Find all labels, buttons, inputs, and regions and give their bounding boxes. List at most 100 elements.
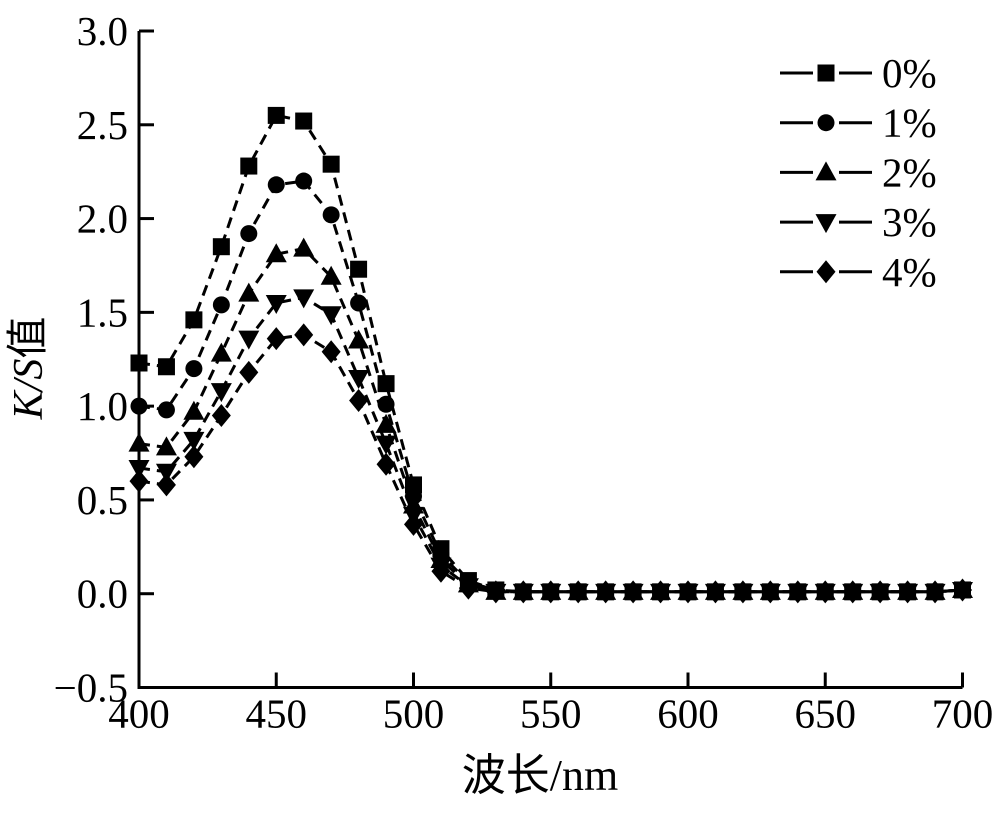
legend-label: 4% bbox=[882, 249, 937, 295]
triangle-down-legend-marker bbox=[815, 214, 837, 234]
x-tick-label: 400 bbox=[108, 691, 170, 737]
triangle-up-marker bbox=[128, 432, 150, 452]
circle-marker bbox=[267, 176, 285, 194]
y-axis-label: K/S值 bbox=[6, 317, 52, 421]
legend-label: 2% bbox=[882, 149, 937, 195]
diamond-marker bbox=[568, 580, 588, 604]
square-marker bbox=[350, 260, 368, 278]
diamond-marker bbox=[458, 576, 478, 600]
diamond-marker bbox=[788, 580, 808, 604]
triangle-up-marker bbox=[320, 265, 342, 285]
triangle-down-marker bbox=[183, 431, 205, 451]
triangle-down-marker bbox=[320, 306, 342, 326]
triangle-up-legend-marker bbox=[815, 161, 837, 181]
y-tick-label: 0.5 bbox=[77, 477, 128, 523]
triangle-down-marker bbox=[210, 383, 232, 403]
square-marker bbox=[157, 358, 175, 376]
y-axis: −0.5 0.0 0.5 1.0 1.5 2.0 2.5 3.0 bbox=[54, 8, 154, 711]
diamond-marker bbox=[266, 327, 286, 351]
diamond-marker bbox=[651, 580, 671, 604]
triangle-down-marker bbox=[348, 370, 370, 390]
legend-entry-3%: 3% bbox=[780, 199, 937, 245]
circle-legend-marker bbox=[817, 114, 835, 132]
diamond-marker bbox=[541, 580, 561, 604]
y-tick-label: 2.0 bbox=[77, 196, 128, 242]
diamond-marker bbox=[184, 445, 204, 469]
diamond-marker bbox=[925, 580, 945, 604]
diamond-marker bbox=[513, 580, 533, 604]
square-marker bbox=[185, 311, 203, 329]
triangle-down-marker bbox=[238, 330, 260, 350]
triangle-down-marker bbox=[265, 294, 287, 314]
triangle-up-marker bbox=[155, 436, 177, 456]
y-tick-label: 1.5 bbox=[77, 289, 128, 335]
circle-marker bbox=[212, 296, 230, 314]
legend-label: 0% bbox=[882, 50, 937, 96]
series-4% bbox=[129, 323, 972, 604]
y-tick-label: 2.5 bbox=[77, 102, 128, 148]
x-tick-label: 650 bbox=[795, 691, 857, 737]
diamond-marker bbox=[156, 473, 176, 497]
triangle-up-marker bbox=[183, 400, 205, 420]
square-marker bbox=[240, 157, 258, 175]
circle-marker bbox=[295, 172, 313, 190]
x-tick-label: 450 bbox=[246, 691, 308, 737]
triangle-up-marker bbox=[210, 342, 232, 362]
diamond-marker bbox=[349, 389, 369, 413]
triangle-up-marker bbox=[293, 237, 315, 257]
diamond-marker bbox=[705, 580, 725, 604]
legend-label: 1% bbox=[882, 100, 937, 146]
legend-entry-1%: 1% bbox=[780, 100, 937, 146]
square-legend-marker bbox=[817, 64, 835, 82]
y-tick-label: −0.5 bbox=[54, 665, 128, 711]
legend: 0%1%2%3%4% bbox=[780, 50, 937, 295]
square-marker bbox=[267, 106, 285, 124]
diamond-marker bbox=[211, 404, 231, 428]
x-axis-label: 波长/nm bbox=[462, 751, 618, 800]
triangle-up-marker bbox=[238, 282, 260, 302]
diamond-marker bbox=[239, 360, 259, 384]
x-axis: 400 450 500 550 600 650 700 bbox=[108, 672, 994, 737]
square-marker bbox=[130, 354, 148, 372]
diamond-marker bbox=[898, 580, 918, 604]
diamond-marker bbox=[431, 559, 451, 583]
diamond-marker bbox=[294, 323, 314, 347]
legend-entry-2%: 2% bbox=[780, 149, 937, 195]
circle-marker bbox=[130, 397, 148, 415]
diamond-marker bbox=[678, 580, 698, 604]
circle-marker bbox=[240, 225, 258, 243]
x-tick-label: 600 bbox=[657, 691, 719, 737]
circle-marker bbox=[350, 294, 368, 312]
y-tick-label: 3.0 bbox=[77, 8, 128, 54]
legend-entry-0%: 0% bbox=[780, 50, 937, 96]
circle-marker bbox=[185, 360, 203, 378]
triangle-down-marker bbox=[128, 460, 150, 480]
legend-label: 3% bbox=[882, 199, 937, 245]
diamond-marker bbox=[486, 580, 506, 604]
circle-marker bbox=[322, 206, 340, 224]
y-tick-label: 0.0 bbox=[77, 571, 128, 617]
diamond-marker bbox=[376, 452, 396, 476]
triangle-up-marker bbox=[348, 329, 370, 349]
diamond-legend-marker bbox=[816, 260, 836, 284]
triangle-down-marker bbox=[293, 289, 315, 309]
diamond-marker bbox=[843, 580, 863, 604]
diamond-marker bbox=[870, 580, 890, 604]
diamond-marker bbox=[596, 580, 616, 604]
diamond-marker bbox=[404, 512, 423, 536]
diamond-marker bbox=[623, 580, 643, 604]
square-marker bbox=[212, 238, 230, 256]
diamond-marker bbox=[953, 578, 972, 602]
diamond-marker bbox=[815, 580, 835, 604]
circle-marker bbox=[157, 401, 175, 419]
triangle-down-marker bbox=[155, 463, 177, 483]
square-marker bbox=[322, 155, 340, 173]
x-tick-label: 700 bbox=[932, 691, 994, 737]
diamond-marker bbox=[733, 580, 753, 604]
triangle-down-marker bbox=[375, 435, 397, 455]
diamond-marker bbox=[321, 340, 341, 364]
diamond-marker bbox=[129, 469, 149, 493]
diamond-marker bbox=[760, 580, 780, 604]
